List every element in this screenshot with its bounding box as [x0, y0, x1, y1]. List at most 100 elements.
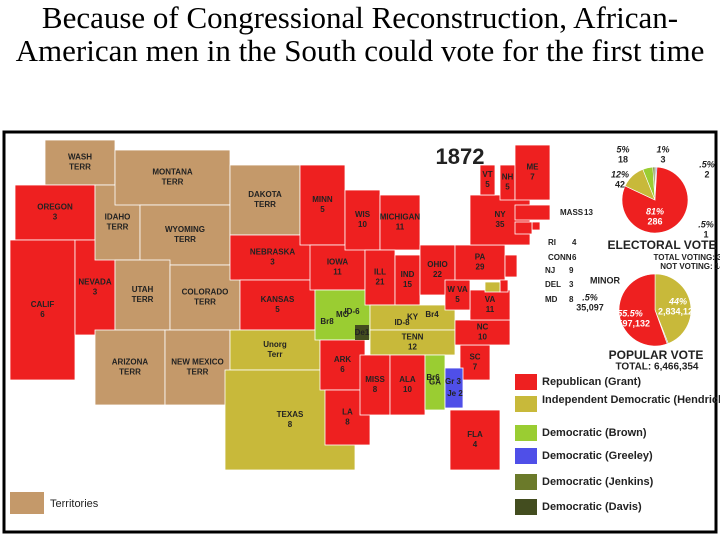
state-name: NH	[502, 173, 514, 182]
pie-text: TOTAL: 6,466,354	[616, 362, 699, 373]
state-votes: 10	[403, 385, 412, 394]
state	[299, 164, 346, 246]
state-name: PA	[475, 253, 486, 262]
slice-percent: 81%	[646, 206, 664, 216]
state-name: VA	[485, 295, 496, 304]
slice-count: 3	[660, 154, 665, 164]
state-name: ARIZONA	[112, 358, 149, 367]
state-name: VT	[482, 170, 492, 179]
pie-text: POPULAR VOTE	[609, 348, 704, 362]
state-votes: 7	[473, 363, 478, 372]
state	[531, 221, 541, 231]
state-votes: 8	[569, 295, 574, 304]
state-votes: 10	[478, 333, 487, 342]
state-name: MONTANA	[152, 168, 193, 177]
state	[479, 164, 496, 196]
state-votes: 7	[530, 173, 535, 182]
state	[114, 149, 231, 206]
state-votes: TERR	[254, 200, 276, 209]
pie-text: TOTAL VOTING: 352	[654, 253, 720, 262]
state-name: NEBRASKA	[250, 248, 296, 257]
state-name: IOWA	[327, 258, 349, 267]
legend-label: Democratic (Greeley)	[542, 450, 653, 462]
state-votes: 3	[53, 213, 58, 222]
state-votes: 5	[320, 205, 325, 214]
slide-title: Because of Congressional Reconstruction,…	[15, 0, 705, 68]
state-name: DEL	[545, 280, 561, 289]
state-name: MO	[336, 310, 349, 319]
slice-count: 18	[618, 154, 628, 164]
slice-percent: 44%	[668, 296, 687, 306]
map-year: 1872	[436, 144, 485, 169]
state	[344, 189, 381, 251]
state	[499, 279, 509, 293]
state-name: LA	[342, 408, 353, 417]
state-name: DAKOTA	[248, 190, 282, 199]
district-label: Je 2	[447, 389, 463, 398]
state	[229, 164, 301, 236]
legend-swatch	[515, 396, 537, 412]
state	[459, 344, 491, 381]
state-votes: 5	[455, 295, 460, 304]
state-name: WASH	[68, 153, 92, 162]
state-votes: 11	[486, 305, 495, 314]
state-name: SC	[469, 353, 480, 362]
legend-swatch	[515, 448, 537, 464]
slice-count: 42	[615, 179, 625, 189]
state-votes: 9	[569, 266, 574, 275]
legend-label: Republican (Grant)	[542, 376, 641, 388]
state-votes: 5	[505, 183, 510, 192]
slice-percent: 12%	[611, 169, 629, 179]
state-votes: Terr	[268, 350, 283, 359]
state-name: MICHIGAN	[380, 213, 421, 222]
state-votes: 11	[396, 223, 405, 232]
state-votes: 21	[376, 278, 385, 287]
state-name: WYOMING	[165, 225, 205, 234]
state-name: NJ	[545, 266, 555, 275]
state-name: MASS	[560, 208, 584, 217]
legend-label: Independent Democratic (Hendricks)	[542, 394, 720, 406]
pie-text: MINOR	[590, 275, 620, 285]
state	[169, 264, 241, 331]
slice-percent: 55.5%	[617, 308, 643, 318]
state-name: MINN	[312, 195, 333, 204]
slice-percent: .5%	[699, 159, 715, 169]
state-name: OREGON	[37, 203, 73, 212]
legend-label: Territories	[50, 498, 99, 510]
state-votes: 4	[473, 440, 478, 449]
pie-text: ELECTORAL VOTE	[608, 238, 717, 252]
district-label: Gr 3	[445, 377, 462, 386]
district	[444, 367, 464, 409]
state-name: MD	[545, 295, 558, 304]
legend-label: Democratic (Davis)	[542, 501, 642, 513]
state	[394, 254, 421, 306]
slice-count: 1	[703, 229, 708, 239]
state-votes: TERR	[174, 235, 196, 244]
state-name: Unorg	[263, 340, 287, 349]
state-name: ALA	[399, 375, 416, 384]
state-name: CONN	[548, 253, 572, 262]
state-votes: TERR	[132, 295, 154, 304]
state-name: NY	[494, 210, 506, 219]
state-votes: TERR	[162, 178, 184, 187]
state-votes: 3	[270, 258, 275, 267]
state	[369, 304, 456, 331]
state-name: OHIO	[427, 260, 447, 269]
state-votes: TERR	[107, 223, 129, 232]
state-votes: 5	[275, 305, 280, 314]
state-votes: 8	[345, 418, 350, 427]
state-name: ARK	[334, 355, 352, 364]
district-label: ID-8	[394, 318, 410, 327]
pie-slice	[624, 168, 656, 201]
state	[9, 239, 76, 381]
state-votes: 6	[40, 310, 45, 319]
state-votes: 4	[572, 238, 577, 247]
pie-slice	[618, 273, 668, 347]
state	[379, 194, 421, 251]
state	[449, 409, 501, 471]
slice-count: 2	[704, 169, 709, 179]
slice-percent: 5%	[616, 144, 629, 154]
state-name: UTAH	[132, 285, 154, 294]
state-name: NEVADA	[78, 278, 111, 287]
